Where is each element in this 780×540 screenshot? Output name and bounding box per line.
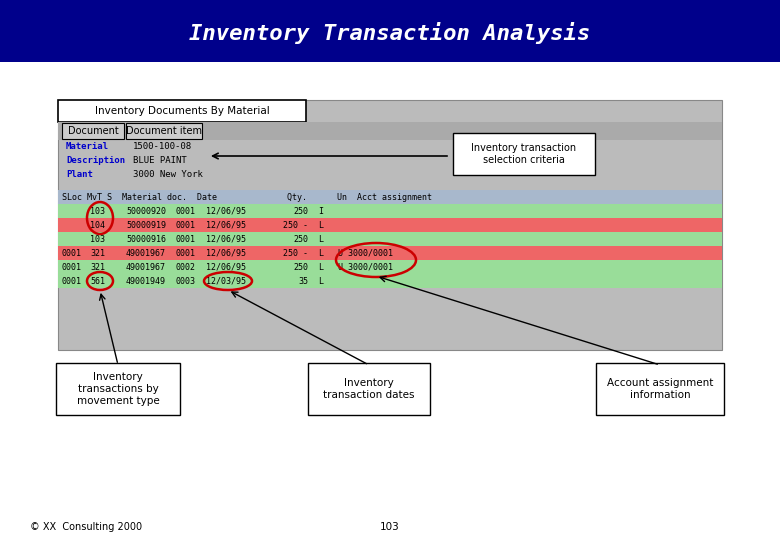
Text: Inventory Documents By Material: Inventory Documents By Material	[94, 106, 269, 116]
Text: 12/06/95: 12/06/95	[206, 234, 246, 244]
Text: Inventory
transaction dates: Inventory transaction dates	[323, 378, 415, 400]
Text: 12/06/95: 12/06/95	[206, 248, 246, 258]
Text: U 3000/0001: U 3000/0001	[338, 262, 393, 272]
Text: 250 -: 250 -	[283, 220, 308, 230]
Text: L: L	[318, 234, 323, 244]
FancyBboxPatch shape	[58, 100, 306, 122]
Text: SLoc MvT S  Material doc.  Date              Qty.      Un  Acct assignment: SLoc MvT S Material doc. Date Qty. Un Ac…	[62, 192, 432, 201]
Text: 0001: 0001	[62, 248, 82, 258]
Text: U 3000/0001: U 3000/0001	[338, 248, 393, 258]
FancyBboxPatch shape	[596, 363, 724, 415]
Text: L: L	[318, 276, 323, 286]
FancyBboxPatch shape	[126, 123, 202, 139]
Text: 0002: 0002	[176, 262, 196, 272]
Text: L: L	[318, 262, 323, 272]
Text: 250 -: 250 -	[283, 248, 308, 258]
FancyBboxPatch shape	[58, 100, 722, 350]
Text: Material: Material	[66, 142, 109, 151]
Text: L: L	[318, 220, 323, 230]
FancyBboxPatch shape	[453, 133, 595, 175]
Text: 12/03/95: 12/03/95	[206, 276, 246, 286]
Text: 0001: 0001	[62, 262, 82, 272]
FancyBboxPatch shape	[58, 190, 722, 204]
Text: 250: 250	[293, 206, 308, 215]
Text: 12/06/95: 12/06/95	[206, 206, 246, 215]
FancyBboxPatch shape	[308, 363, 430, 415]
FancyBboxPatch shape	[58, 218, 722, 232]
Text: 49001949: 49001949	[126, 276, 166, 286]
Text: 12/06/95: 12/06/95	[206, 262, 246, 272]
Text: I: I	[318, 206, 323, 215]
Text: Inventory transaction
selection criteria: Inventory transaction selection criteria	[471, 143, 576, 165]
FancyBboxPatch shape	[58, 232, 722, 246]
Text: 104: 104	[90, 220, 105, 230]
Text: 1500-100-08: 1500-100-08	[133, 142, 192, 151]
Text: 12/06/95: 12/06/95	[206, 220, 246, 230]
Text: 35: 35	[298, 276, 308, 286]
Text: Document: Document	[68, 126, 119, 136]
FancyBboxPatch shape	[58, 122, 722, 140]
FancyBboxPatch shape	[0, 0, 780, 62]
Text: Inventory Transaction Analysis: Inventory Transaction Analysis	[190, 22, 590, 44]
Text: 250: 250	[293, 262, 308, 272]
Text: 49001967: 49001967	[126, 262, 166, 272]
Text: 0003: 0003	[176, 276, 196, 286]
FancyBboxPatch shape	[58, 274, 722, 288]
Text: 0001: 0001	[62, 276, 82, 286]
Text: 50000916: 50000916	[126, 234, 166, 244]
FancyBboxPatch shape	[58, 204, 722, 218]
Text: 50000919: 50000919	[126, 220, 166, 230]
Text: 3000 New York: 3000 New York	[133, 170, 203, 179]
Text: Description: Description	[66, 156, 125, 165]
Text: L: L	[318, 248, 323, 258]
Text: 321: 321	[90, 248, 105, 258]
Text: 50000920: 50000920	[126, 206, 166, 215]
Text: Inventory
transactions by
movement type: Inventory transactions by movement type	[76, 373, 159, 406]
Text: 0001: 0001	[176, 234, 196, 244]
FancyBboxPatch shape	[58, 260, 722, 274]
Text: 103: 103	[90, 234, 105, 244]
Text: 49001967: 49001967	[126, 248, 166, 258]
FancyBboxPatch shape	[56, 363, 180, 415]
Text: 0001: 0001	[176, 206, 196, 215]
Text: 321: 321	[90, 262, 105, 272]
Text: 250: 250	[293, 234, 308, 244]
FancyBboxPatch shape	[58, 246, 722, 260]
Text: 0001: 0001	[176, 220, 196, 230]
FancyBboxPatch shape	[62, 123, 124, 139]
Text: 0001: 0001	[176, 248, 196, 258]
Text: © XX  Consulting 2000: © XX Consulting 2000	[30, 522, 142, 532]
Text: Account assignment
information: Account assignment information	[607, 378, 713, 400]
Text: BLUE PAINT: BLUE PAINT	[133, 156, 186, 165]
Text: Document item: Document item	[126, 126, 202, 136]
Text: 103: 103	[380, 522, 400, 532]
Text: Plant: Plant	[66, 170, 93, 179]
Text: 561: 561	[90, 276, 105, 286]
Text: 103: 103	[90, 206, 105, 215]
